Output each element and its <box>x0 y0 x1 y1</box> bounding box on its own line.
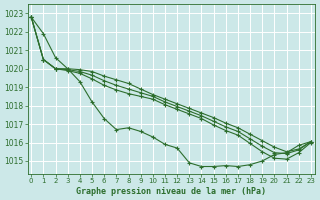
X-axis label: Graphe pression niveau de la mer (hPa): Graphe pression niveau de la mer (hPa) <box>76 187 266 196</box>
